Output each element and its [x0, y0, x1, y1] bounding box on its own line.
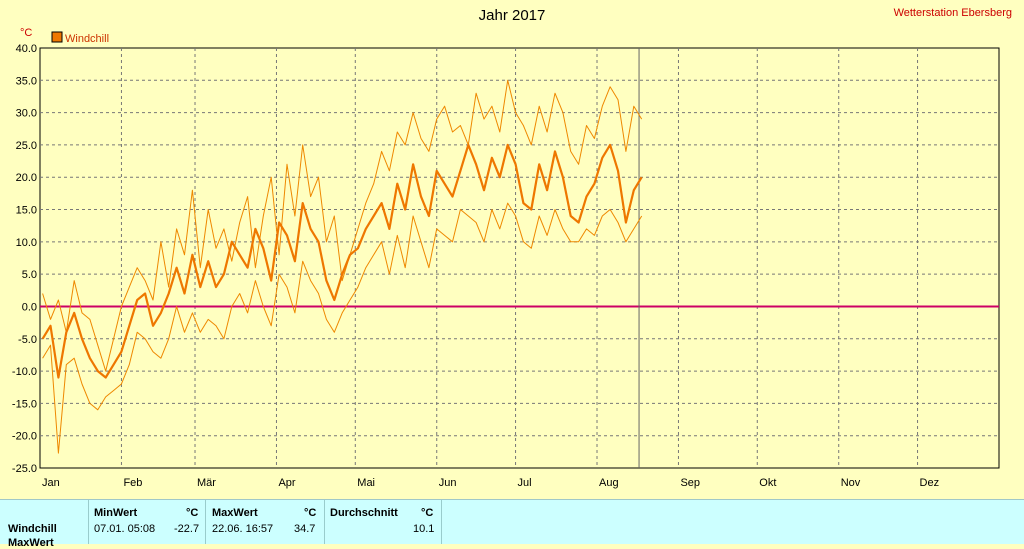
- unit-label: °C: [20, 27, 32, 39]
- y-tick-label: 5.0: [22, 269, 37, 281]
- y-tick-label: 0.0: [22, 301, 37, 313]
- chart-title: Jahr 2017: [479, 7, 546, 24]
- x-tick-label: Feb: [123, 477, 142, 489]
- y-tick-label: 30.0: [16, 108, 37, 120]
- series-line-max: [42, 79, 643, 372]
- y-tick-label: -20.0: [12, 431, 37, 443]
- x-tick-label: Okt: [759, 477, 776, 489]
- legend-label: Windchill: [65, 33, 109, 45]
- x-tick-label: Mär: [197, 477, 216, 489]
- max-time: 22.06. 16:57: [212, 523, 274, 535]
- avg-unit: °C: [421, 507, 434, 519]
- y-tick-label: -15.0: [12, 398, 37, 410]
- table-divider: [441, 500, 442, 544]
- x-tick-label: Aug: [599, 477, 619, 489]
- y-tick-label: -5.0: [18, 334, 37, 346]
- y-tick-label: 20.0: [16, 172, 37, 184]
- x-axis: Jan Feb Mär Apr Mai Jun Jul Aug Sep Okt Nov Dez: [42, 477, 939, 489]
- y-tick-label: 40.0: [16, 43, 37, 55]
- stats-table: MinWert °C MaxWert °C Durchschnitt °C Wi…: [0, 499, 1024, 549]
- series-line-min: [42, 202, 643, 454]
- plot-frame: [39, 47, 1000, 469]
- chart: Jahr 2017 Wetterstation Ebersberg °C Win…: [12, 7, 1012, 489]
- row-label-2: MaxWert: [8, 537, 54, 549]
- table-divider: [205, 500, 206, 544]
- avg-value: 10.1: [413, 523, 435, 535]
- y-tick-label: 15.0: [16, 205, 37, 217]
- max-unit: °C: [304, 507, 317, 519]
- x-tick-label: Jul: [518, 477, 532, 489]
- table-divider: [88, 500, 89, 544]
- series-line-mean: [41, 143, 643, 379]
- x-tick-label: Jan: [42, 477, 60, 489]
- series-lines: [40, 48, 999, 468]
- min-time: 07.01. 05:08: [94, 523, 156, 535]
- table-divider: [324, 500, 325, 544]
- max-header: MaxWert: [212, 507, 258, 519]
- y-axis: -25.0 -20.0 -15.0 -10.0 -5.0 0.0 5.0 10.0 15.0 20…: [12, 43, 37, 475]
- x-tick-label: Apr: [278, 477, 295, 489]
- legend-swatch: [51, 31, 63, 43]
- row-label: Windchill: [8, 523, 57, 535]
- x-tick-label: Dez: [920, 477, 940, 489]
- min-unit: °C: [186, 507, 199, 519]
- y-tick-label: 10.0: [16, 237, 37, 249]
- min-header: MinWert: [94, 507, 138, 519]
- y-tick-label: -10.0: [12, 366, 37, 378]
- x-tick-label: Sep: [680, 477, 700, 489]
- x-tick-label: Jun: [439, 477, 457, 489]
- y-tick-label: -25.0: [12, 463, 37, 475]
- station-name: Wetterstation Ebersberg: [894, 7, 1012, 19]
- max-value: 34.7: [294, 523, 316, 535]
- y-tick-label: 35.0: [16, 75, 37, 87]
- x-tick-label: Nov: [841, 477, 861, 489]
- avg-header: Durchschnitt: [330, 507, 398, 519]
- grid: [40, 48, 999, 468]
- min-value: -22.7: [174, 523, 200, 535]
- y-tick-label: 25.0: [16, 140, 37, 152]
- x-tick-label: Mai: [357, 477, 375, 489]
